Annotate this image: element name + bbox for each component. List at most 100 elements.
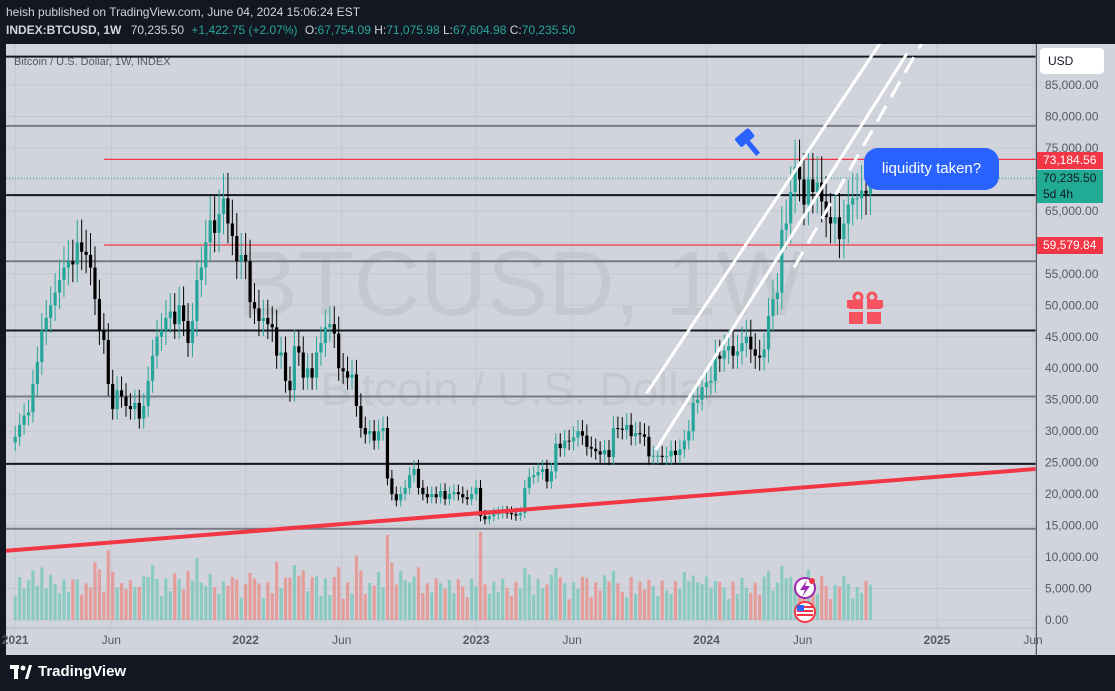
candle-body — [75, 242, 79, 265]
candle-body — [820, 182, 824, 202]
volume-bar — [84, 583, 88, 620]
candle-body — [150, 355, 155, 381]
watermark-name: Bitcoin / U.S. Dollar — [321, 363, 720, 415]
candle-body — [833, 217, 837, 224]
volume-bar — [150, 564, 155, 620]
volume-bar — [718, 581, 722, 620]
candle-body — [394, 494, 398, 501]
lightning-icon[interactable] — [794, 577, 816, 599]
candle-body — [381, 428, 385, 432]
bar-countdown: 5d 4h — [1043, 187, 1074, 201]
volume-bar — [633, 593, 638, 620]
price-axis[interactable]: 85,000.0080,000.0075,000.0070,000.0065,0… — [1037, 44, 1115, 655]
time-axis[interactable]: 2021 Jun 2022 Jun 2023 Jun 2024 Jun 2025 Jun — [2, 633, 1043, 647]
drawings — [5, 40, 1037, 553]
candle-body — [106, 339, 110, 384]
candle-body — [607, 450, 611, 457]
candle-body — [762, 349, 766, 358]
candle-body — [753, 349, 757, 356]
candle-body — [771, 299, 775, 316]
watermark-symbol: BTCUSD, 1W — [236, 233, 804, 335]
volume-bar — [864, 580, 868, 620]
volume-bar — [168, 591, 172, 620]
candle-body — [270, 324, 274, 328]
candle-body — [204, 242, 208, 268]
volume-bar — [328, 595, 332, 620]
volume-bar — [691, 575, 695, 620]
volume-bar — [811, 583, 815, 620]
volume-bar — [554, 567, 558, 620]
volume-bar — [66, 591, 70, 620]
volume-bar — [266, 582, 270, 620]
price-label-red-bottom: 59,579.84 — [1037, 237, 1103, 254]
volume-bar — [611, 570, 616, 620]
currency-button[interactable]: USD — [1040, 48, 1104, 74]
candle-body — [656, 455, 660, 457]
gift-icon[interactable] — [847, 291, 883, 324]
candle-body — [102, 330, 106, 340]
volume-bar — [656, 596, 660, 620]
volume-bar — [381, 587, 385, 620]
volume-bar — [57, 593, 62, 620]
candle-body — [571, 437, 576, 442]
volume-bar — [571, 582, 576, 620]
candle-body — [487, 516, 491, 520]
channel-line — [654, 52, 909, 451]
volume-bar — [651, 586, 655, 620]
candle-body — [483, 516, 487, 520]
y-tick-label: 15,000.00 — [1045, 519, 1099, 533]
candle-body — [35, 361, 39, 384]
volume-bar — [430, 592, 434, 620]
candle-body — [780, 229, 784, 293]
volume-bar — [567, 599, 571, 620]
volume-bar — [563, 583, 567, 620]
gavel-icon[interactable] — [734, 128, 765, 160]
candle-body — [673, 450, 678, 456]
us-flag-icon[interactable] — [794, 601, 816, 623]
volume-bar — [182, 589, 186, 620]
candle-body — [735, 351, 740, 356]
volume-bar — [696, 582, 700, 620]
candle-body — [22, 415, 26, 425]
y-tick-label: 40,000.00 — [1045, 361, 1099, 375]
volume-bar — [576, 589, 580, 620]
volume-bar — [102, 591, 106, 620]
tradingview-logo[interactable]: TradingView — [10, 663, 126, 680]
volume-bar — [49, 574, 53, 620]
volume-bar — [665, 590, 669, 620]
volume-bar — [71, 579, 75, 620]
trend-line — [5, 466, 1037, 553]
volume-bar — [532, 594, 536, 620]
candle-body — [452, 492, 456, 495]
volume-bar — [753, 582, 757, 620]
symbol-label[interactable]: INDEX:BTCUSD, 1W — [6, 23, 122, 37]
brand-name: TradingView — [38, 663, 127, 680]
callout-bubble[interactable]: liquidity taken? — [864, 148, 999, 190]
volume-bar — [722, 587, 726, 620]
volume-bar — [775, 582, 779, 620]
candle-body — [279, 352, 283, 356]
horizontal-levels — [6, 55, 1036, 530]
candle-body — [567, 440, 571, 442]
volume-bar — [22, 588, 26, 620]
candle-body — [439, 490, 443, 498]
candle-body — [261, 317, 265, 322]
y-tick-label: 0.00 — [1045, 613, 1069, 627]
volume-bar — [124, 589, 128, 620]
volume-bar — [647, 579, 651, 620]
x-tick-label: 2025 — [924, 633, 951, 647]
candle-body — [168, 311, 172, 318]
candle-body — [283, 352, 288, 381]
volume-bar — [199, 582, 203, 620]
candle-body — [53, 292, 57, 306]
y-tick-label: 80,000.00 — [1045, 109, 1099, 123]
volume-bar — [545, 584, 549, 620]
volume-bar — [824, 585, 828, 620]
volume-bar — [762, 576, 766, 620]
time-axis-bg — [6, 627, 1036, 655]
volume-bar — [128, 580, 133, 620]
volume-bar — [527, 574, 531, 620]
open-value: 67,754.09 — [317, 23, 371, 37]
y-tick-label: 5,000.00 — [1045, 582, 1092, 596]
